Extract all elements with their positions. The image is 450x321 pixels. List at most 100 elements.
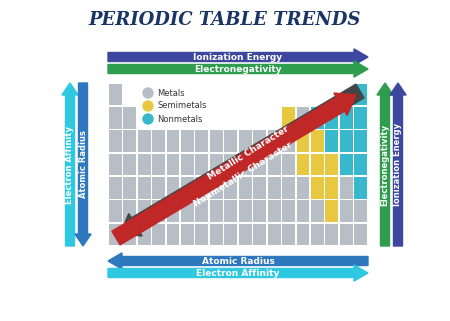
Bar — [109, 177, 122, 199]
Bar — [138, 177, 151, 199]
FancyArrow shape — [108, 61, 368, 77]
Bar — [123, 154, 136, 175]
FancyArrow shape — [62, 83, 78, 246]
Bar — [195, 223, 208, 245]
Bar — [282, 223, 295, 245]
Bar — [181, 223, 194, 245]
Bar — [354, 130, 367, 152]
Bar — [354, 84, 367, 106]
Bar — [152, 130, 165, 152]
Bar — [311, 130, 324, 152]
Bar — [297, 154, 310, 175]
Circle shape — [143, 101, 153, 111]
Bar — [123, 200, 136, 222]
Bar — [152, 223, 165, 245]
Bar — [282, 154, 295, 175]
Bar — [225, 200, 237, 222]
Bar — [268, 177, 280, 199]
Bar — [253, 223, 266, 245]
Bar — [195, 154, 208, 175]
Bar — [340, 130, 353, 152]
Bar — [354, 223, 367, 245]
Circle shape — [143, 88, 153, 98]
Text: Atomic Radius: Atomic Radius — [78, 131, 87, 198]
Bar — [297, 200, 310, 222]
Bar — [311, 107, 324, 129]
Bar — [210, 177, 223, 199]
FancyArrow shape — [390, 83, 406, 246]
Bar — [340, 154, 353, 175]
Bar — [225, 154, 237, 175]
Bar — [152, 154, 165, 175]
Bar — [166, 177, 180, 199]
FancyArrow shape — [75, 83, 91, 246]
Bar — [225, 177, 237, 199]
Bar — [152, 200, 165, 222]
Bar — [282, 200, 295, 222]
Bar — [195, 130, 208, 152]
Bar — [297, 177, 310, 199]
Bar — [225, 223, 237, 245]
Bar — [340, 107, 353, 129]
FancyArrow shape — [108, 253, 368, 269]
Bar — [109, 130, 122, 152]
FancyArrow shape — [108, 49, 368, 65]
Bar — [325, 154, 338, 175]
Text: PERIODIC TABLE TRENDS: PERIODIC TABLE TRENDS — [89, 11, 361, 29]
Bar — [297, 107, 310, 129]
FancyArrow shape — [108, 265, 368, 281]
Text: Ionization Energy: Ionization Energy — [194, 53, 283, 62]
Text: Nonmetallic Character: Nonmetallic Character — [192, 140, 294, 209]
Bar — [239, 154, 252, 175]
Bar — [138, 223, 151, 245]
Bar — [210, 154, 223, 175]
Bar — [354, 200, 367, 222]
Bar — [123, 107, 136, 129]
Text: Electronegativity: Electronegativity — [381, 124, 390, 205]
Text: Atomic Radius: Atomic Radius — [202, 256, 274, 265]
Text: Electronegativity: Electronegativity — [194, 65, 282, 74]
Bar — [195, 177, 208, 199]
Bar — [123, 223, 136, 245]
Text: Semimetals: Semimetals — [157, 101, 207, 110]
Bar — [181, 177, 194, 199]
FancyArrow shape — [112, 93, 356, 245]
Bar — [109, 84, 122, 106]
Bar — [325, 130, 338, 152]
Bar — [282, 107, 295, 129]
Bar — [152, 177, 165, 199]
Bar — [282, 130, 295, 152]
Bar — [354, 107, 367, 129]
Bar — [325, 107, 338, 129]
Bar — [181, 154, 194, 175]
Text: Metals: Metals — [157, 89, 184, 98]
Bar — [340, 200, 353, 222]
Bar — [311, 200, 324, 222]
Bar — [311, 223, 324, 245]
Bar — [166, 130, 180, 152]
Bar — [109, 223, 122, 245]
Bar — [239, 200, 252, 222]
Bar — [311, 154, 324, 175]
Bar — [138, 130, 151, 152]
Bar — [253, 200, 266, 222]
Bar — [225, 130, 237, 152]
Bar — [109, 107, 122, 129]
Bar — [123, 177, 136, 199]
Bar — [282, 177, 295, 199]
Bar — [166, 223, 180, 245]
Bar — [268, 223, 280, 245]
Bar — [239, 130, 252, 152]
Text: Nonmetals: Nonmetals — [157, 115, 202, 124]
Bar — [181, 130, 194, 152]
Text: Ionization Energy: Ionization Energy — [393, 123, 402, 206]
Bar — [268, 154, 280, 175]
Bar — [311, 177, 324, 199]
Bar — [340, 177, 353, 199]
Bar — [166, 200, 180, 222]
Bar — [325, 200, 338, 222]
Bar — [166, 154, 180, 175]
Bar — [210, 130, 223, 152]
Bar — [138, 200, 151, 222]
Bar — [239, 177, 252, 199]
